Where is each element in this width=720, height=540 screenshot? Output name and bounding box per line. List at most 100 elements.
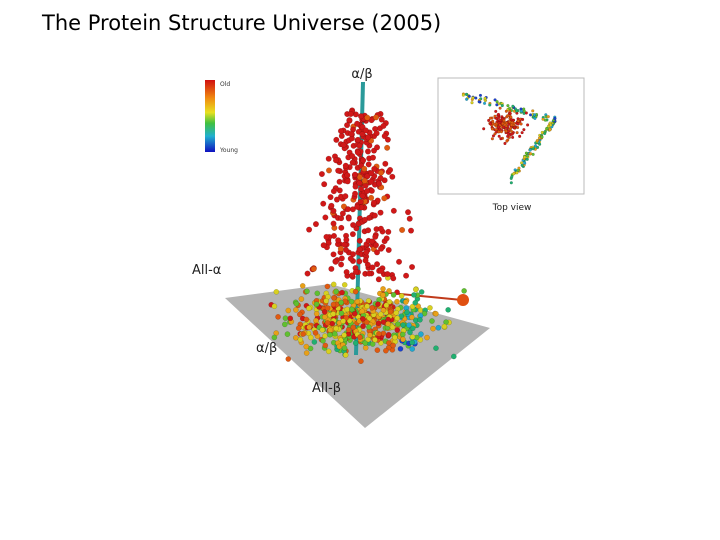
protein-dot: [394, 321, 401, 328]
protein-dot: [359, 316, 366, 322]
protein-dot: [330, 281, 337, 288]
protein-dot: [344, 206, 352, 213]
protein-dot: [383, 302, 390, 309]
protein-dot: [333, 196, 341, 203]
protein-dot: [338, 299, 345, 306]
protein-dot: [311, 339, 318, 345]
protein-dot: [509, 123, 514, 127]
protein-dot: [461, 288, 467, 294]
protein-dot: [348, 130, 355, 137]
inset-caption: Top view: [492, 203, 532, 213]
protein-dot: [362, 340, 369, 347]
protein-dot: [515, 109, 519, 113]
protein-dot: [433, 310, 439, 317]
protein-dot: [375, 301, 381, 308]
colorbar: [205, 80, 215, 152]
protein-dot: [368, 194, 375, 201]
protein-dot: [369, 264, 376, 271]
protein-dot: [356, 142, 363, 149]
protein-dot: [407, 329, 413, 336]
protein-dot: [541, 117, 545, 121]
protein-dot: [498, 118, 502, 123]
protein-dot: [369, 238, 376, 245]
protein-dot: [493, 122, 497, 127]
protein-dot: [377, 175, 384, 182]
protein-dot: [516, 168, 520, 173]
protein-dot: [275, 314, 281, 320]
protein-dot: [375, 320, 382, 326]
protein-dot: [365, 336, 371, 343]
protein-dot: [477, 100, 481, 104]
protein-dot: [341, 281, 348, 288]
protein-dot: [365, 227, 372, 234]
protein-dot: [333, 288, 340, 295]
protein-dot: [522, 128, 526, 132]
protein-dot: [509, 126, 513, 130]
protein-dot: [296, 311, 303, 318]
protein-dot: [325, 155, 332, 162]
protein-dot: [285, 307, 292, 314]
protein-dot: [352, 183, 359, 190]
protein-dot: [335, 167, 342, 174]
protein-dot: [412, 299, 419, 306]
protein-dot: [330, 188, 337, 195]
protein-dot: [341, 332, 348, 338]
protein-dot: [445, 306, 451, 313]
protein-dot: [322, 342, 329, 349]
protein-dot: [371, 212, 378, 219]
protein-dot: [327, 331, 333, 338]
axis-label: All-β: [312, 381, 341, 396]
protein-dot: [524, 111, 529, 115]
protein-dot: [415, 303, 422, 309]
protein-dot: [381, 133, 388, 140]
protein-dot: [356, 174, 363, 181]
protein-dot: [509, 181, 513, 185]
protein-dot: [421, 310, 428, 317]
protein-dot: [389, 173, 396, 180]
protein-dot: [342, 246, 350, 253]
protein-dot: [528, 148, 532, 152]
protein-dot: [271, 334, 278, 341]
protein-dot: [525, 123, 530, 127]
protein-dot: [397, 345, 404, 352]
protein-dot: [356, 180, 363, 187]
protein-dot: [376, 331, 382, 337]
protein-dot: [342, 352, 349, 358]
protein-dot: [361, 165, 368, 172]
protein-dot: [537, 136, 542, 140]
protein-dot: [320, 337, 326, 344]
protein-dot: [399, 226, 406, 234]
protein-dot: [533, 144, 538, 148]
protein-dot: [478, 93, 483, 98]
protein-dot: [340, 141, 347, 149]
protein-dot: [369, 154, 377, 161]
protein-dot: [364, 148, 372, 155]
protein-dot: [306, 305, 312, 312]
protein-dot: [363, 249, 370, 256]
protein-dot: [364, 114, 371, 121]
protein-dot: [535, 138, 540, 143]
protein-dot: [531, 147, 535, 151]
protein-dot: [348, 298, 355, 305]
protein-dot: [372, 233, 379, 240]
protein-dot: [335, 237, 342, 244]
protein-dot: [495, 103, 499, 107]
protein-dot: [467, 94, 471, 99]
protein-dot: [391, 334, 398, 341]
protein-dot: [306, 226, 313, 233]
protein-dot: [482, 101, 487, 106]
protein-dot: [497, 115, 501, 120]
protein-dot: [332, 258, 339, 265]
protein-dot: [495, 99, 499, 104]
protein-dot: [285, 356, 292, 362]
protein-dot: [321, 181, 328, 188]
protein-dot: [344, 178, 351, 185]
protein-dot: [406, 215, 413, 222]
protein-dot: [516, 119, 520, 123]
protein-dot: [508, 111, 512, 116]
protein-dot: [352, 268, 359, 276]
protein-dot: [323, 298, 330, 304]
protein-dot: [373, 261, 381, 268]
protein-dot: [503, 141, 507, 146]
protein-dot: [373, 130, 380, 137]
